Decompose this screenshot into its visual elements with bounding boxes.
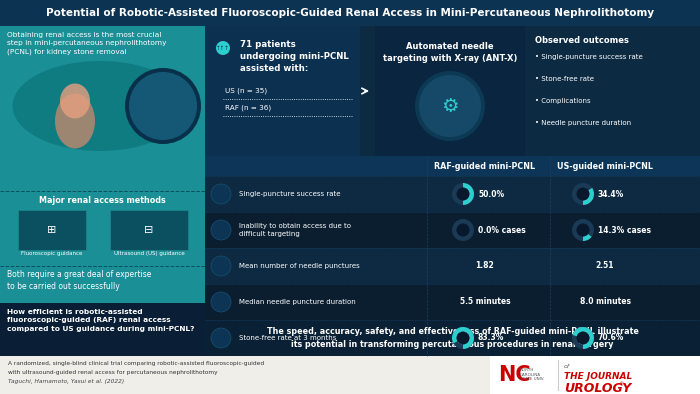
Circle shape (456, 332, 470, 344)
Bar (375, 26, 525, 156)
Wedge shape (463, 183, 474, 205)
Text: 2.51: 2.51 (596, 262, 615, 271)
Text: 70.6%: 70.6% (598, 333, 624, 342)
Text: Ultrasound (US) guidance: Ultrasound (US) guidance (113, 251, 184, 256)
Ellipse shape (216, 41, 230, 55)
Bar (205, 26, 700, 156)
Text: of: of (564, 364, 570, 369)
Text: 1.82: 1.82 (475, 262, 494, 271)
Bar (0, 356, 700, 394)
Bar (205, 156, 700, 356)
Text: 14.3% cases: 14.3% cases (598, 225, 651, 234)
Bar (205, 320, 700, 356)
Text: Mean number of needle punctures: Mean number of needle punctures (239, 263, 360, 269)
Wedge shape (583, 234, 592, 241)
Text: US (n = 35): US (n = 35) (225, 87, 267, 94)
Text: Major renal access methods: Major renal access methods (39, 196, 166, 205)
Text: Taguchi, Hamamoto, Yasui et al. (2022): Taguchi, Hamamoto, Yasui et al. (2022) (8, 379, 124, 384)
Circle shape (419, 75, 481, 137)
Bar (18, 210, 86, 250)
Bar (205, 212, 700, 248)
Text: Fluoroscopic guidance: Fluoroscopic guidance (21, 251, 83, 256)
Circle shape (456, 224, 470, 236)
Text: • Complications: • Complications (535, 98, 591, 104)
Circle shape (577, 188, 589, 201)
Circle shape (211, 328, 231, 348)
Text: UROLOGY: UROLOGY (564, 382, 631, 394)
Circle shape (129, 72, 197, 140)
Text: ®: ® (618, 382, 624, 387)
Text: NORTH
CAROLINA
STATE UNIV.: NORTH CAROLINA STATE UNIV. (520, 368, 545, 381)
Text: THE JOURNAL: THE JOURNAL (564, 372, 632, 381)
Circle shape (577, 332, 589, 344)
Bar (205, 176, 700, 212)
Text: 83.3%: 83.3% (478, 333, 505, 342)
Ellipse shape (55, 93, 95, 149)
Text: The speed, accuracy, safety, and effectiveness of RAF-guided mini-PCNL illustrat: The speed, accuracy, safety, and effecti… (267, 327, 638, 349)
Text: ⚙: ⚙ (441, 97, 458, 115)
Bar (205, 26, 360, 156)
Circle shape (211, 220, 231, 240)
Wedge shape (572, 219, 594, 241)
Text: 0.0% cases: 0.0% cases (478, 225, 526, 234)
Circle shape (456, 188, 470, 201)
Text: ⊞: ⊞ (48, 225, 57, 235)
Text: 34.4%: 34.4% (598, 190, 624, 199)
Wedge shape (572, 327, 594, 349)
Text: • Single-puncture success rate: • Single-puncture success rate (535, 54, 643, 60)
Text: Potential of Robotic-Assisted Fluoroscopic-Guided Renal Access in Mini-Percutane: Potential of Robotic-Assisted Fluoroscop… (46, 8, 654, 18)
Text: Observed outcomes: Observed outcomes (535, 36, 629, 45)
Bar (205, 284, 700, 320)
Text: 71 patients
undergoing mini-PCNL
assisted with:: 71 patients undergoing mini-PCNL assiste… (240, 40, 349, 72)
Text: with ultrasound-guided renal access for percutaneous nephrolithotomy: with ultrasound-guided renal access for … (8, 370, 218, 375)
Text: Single-puncture success rate: Single-puncture success rate (239, 191, 340, 197)
Text: 50.0%: 50.0% (478, 190, 504, 199)
Wedge shape (452, 327, 474, 349)
Circle shape (415, 71, 485, 141)
Text: • Needle puncture duration: • Needle puncture duration (535, 120, 631, 126)
Bar (490, 356, 700, 394)
Circle shape (125, 68, 201, 144)
Circle shape (211, 256, 231, 276)
Text: 5.5 minutes: 5.5 minutes (460, 297, 510, 307)
Bar (110, 210, 188, 250)
Bar (205, 156, 700, 176)
Bar (205, 320, 700, 356)
Text: ⊟: ⊟ (144, 225, 154, 235)
Bar (0, 0, 700, 26)
Circle shape (577, 224, 589, 236)
Circle shape (211, 292, 231, 312)
Bar (205, 248, 700, 284)
Text: NC: NC (498, 365, 531, 385)
Wedge shape (572, 183, 594, 205)
Text: A randomized, single-blind clinical trial comparing robotic-assisted fluoroscopi: A randomized, single-blind clinical tria… (8, 361, 264, 366)
Wedge shape (452, 327, 474, 349)
Text: Inability to obtain access due to
difficult targeting: Inability to obtain access due to diffic… (239, 223, 351, 237)
Text: RAF (n = 36): RAF (n = 36) (225, 104, 271, 111)
Text: Automated needle
targeting with X-ray (ANT-X): Automated needle targeting with X-ray (A… (383, 42, 517, 63)
Text: 8.0 minutes: 8.0 minutes (580, 297, 631, 307)
Text: RAF-guided mini-PCNL: RAF-guided mini-PCNL (435, 162, 536, 171)
Text: Stone-free rate at 3 months: Stone-free rate at 3 months (239, 335, 337, 341)
Circle shape (211, 184, 231, 204)
Wedge shape (583, 188, 594, 205)
Ellipse shape (60, 84, 90, 119)
Bar (0, 303, 205, 356)
Ellipse shape (13, 61, 188, 151)
Text: US-guided mini-PCNL: US-guided mini-PCNL (557, 162, 653, 171)
Bar (0, 26, 205, 356)
Text: ↑↑↑: ↑↑↑ (216, 45, 230, 50)
Wedge shape (452, 219, 474, 241)
Text: Obtaining renal access is the most crucial
step in mini-percutaneous nephrolitho: Obtaining renal access is the most cruci… (7, 32, 167, 55)
Wedge shape (452, 183, 474, 205)
Text: Median needle puncture duration: Median needle puncture duration (239, 299, 356, 305)
Wedge shape (573, 327, 594, 349)
Text: How efficient is robotic-assisted
fluoroscopic-guided (RAF) renal access
compare: How efficient is robotic-assisted fluoro… (7, 309, 195, 331)
Text: • Stone-free rate: • Stone-free rate (535, 76, 594, 82)
Text: Both require a great deal of expertise
to be carried out successfully: Both require a great deal of expertise t… (7, 270, 151, 291)
